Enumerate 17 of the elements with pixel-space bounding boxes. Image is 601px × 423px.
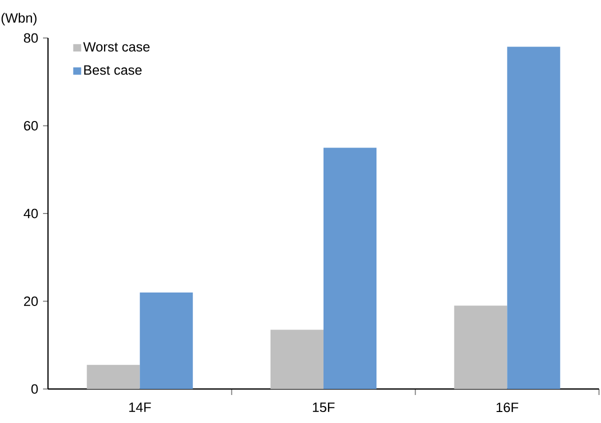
x-tick-label: 15F [312, 402, 335, 412]
bar [454, 306, 508, 389]
legend-label: Worst case [83, 42, 150, 52]
bar [140, 292, 193, 389]
y-tick-label: 80 [24, 33, 38, 43]
bar [324, 148, 377, 389]
y-tick-label: 0 [31, 384, 38, 394]
x-tick-label: 16F [496, 402, 518, 412]
y-tick-label: 60 [24, 120, 38, 131]
y-tick-label: 40 [24, 208, 38, 218]
y-tick-label: 20 [24, 296, 38, 306]
x-tick-label: 14F [129, 402, 151, 412]
bar [507, 46, 560, 389]
bar [86, 364, 140, 389]
y-axis-title: (Wbn) [2, 12, 36, 26]
bar [270, 330, 324, 389]
legend-label: Best case [84, 65, 142, 75]
